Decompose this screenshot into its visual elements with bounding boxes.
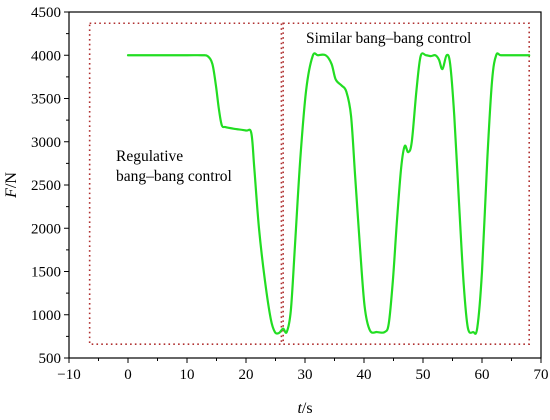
y-axis-title: F/N bbox=[3, 172, 20, 199]
x-tick-label: 40 bbox=[357, 367, 372, 383]
y-tick-label: 1000 bbox=[31, 308, 61, 324]
y-tick-label: 2000 bbox=[31, 221, 61, 237]
plot-area bbox=[68, 11, 542, 359]
y-tick-label: 4500 bbox=[31, 5, 61, 21]
x-tick-label: 60 bbox=[475, 367, 490, 383]
series-line-1 bbox=[126, 52, 531, 335]
region-label-similar: Similar bang–bang control bbox=[306, 30, 471, 47]
region-label-regulative: Regulative bbox=[116, 148, 183, 165]
y-tick-label: 1500 bbox=[31, 265, 61, 281]
region-label-regulative: bang–bang control bbox=[116, 168, 232, 185]
y-tick-label: 3000 bbox=[31, 135, 61, 151]
y-tick-label: 4000 bbox=[31, 48, 61, 64]
y-tick-label: 3500 bbox=[31, 92, 61, 108]
series-layer bbox=[126, 52, 531, 335]
axes: −10 0 10 20 30 40 50 60 70 500 1000 1500 2000 2500 300… bbox=[31, 5, 549, 383]
y-tick-label: 500 bbox=[39, 351, 62, 367]
x-tick-label: 50 bbox=[416, 367, 431, 383]
x-axis-title: t/s bbox=[297, 400, 312, 417]
x-tick-label: 70 bbox=[534, 367, 549, 383]
plot-frame bbox=[68, 11, 542, 359]
annotation-boxes: Regulative bang–bang control Similar bang–… bbox=[88, 22, 531, 345]
x-tick-label: 30 bbox=[298, 367, 313, 383]
region-box-1 bbox=[88, 22, 283, 345]
x-tick-label: 0 bbox=[124, 367, 132, 383]
y-tick-label: 2500 bbox=[31, 178, 61, 194]
x-tick-label: 10 bbox=[180, 367, 195, 383]
x-tick-label: −10 bbox=[57, 367, 80, 383]
x-tick-label: 20 bbox=[239, 367, 254, 383]
